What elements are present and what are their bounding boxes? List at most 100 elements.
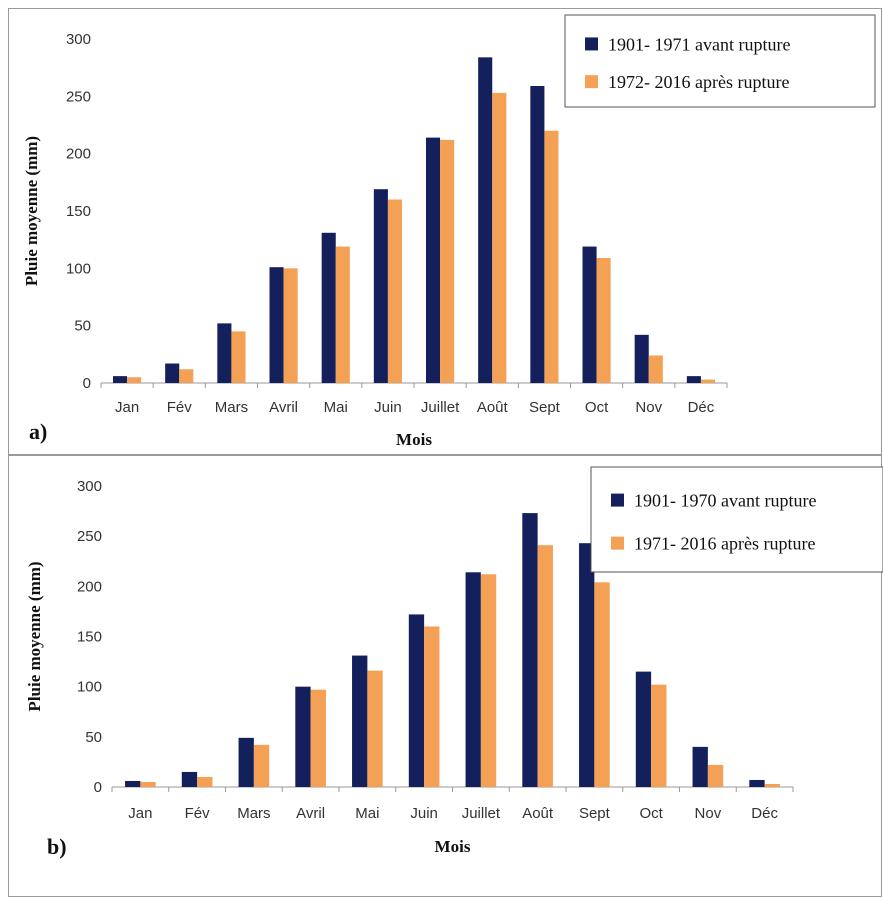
bar-before-11 (749, 779, 765, 787)
bar-before-11 (686, 376, 701, 383)
bar-before-1 (181, 771, 198, 787)
x-tick-label: Fév (185, 805, 211, 822)
y-tick-label: 250 (66, 88, 91, 105)
legend-label-1: 1971- 2016 après rupture (634, 534, 815, 554)
bar-before-9 (582, 246, 597, 383)
bar-after-4 (367, 670, 383, 787)
legend-swatch-0 (611, 493, 624, 507)
bar-before-6 (425, 137, 441, 383)
bar-after-4 (335, 246, 350, 383)
x-tick-label: Juillet (462, 805, 501, 822)
y-tick-label: 0 (83, 375, 91, 392)
bar-before-10 (692, 746, 708, 787)
bar-chart-b: 0 50 100 150 200 250 300 Jan Fév Mars Avril Mai Juin… (25, 466, 883, 859)
legend-label-0: 1901- 1970 avant rupture (634, 491, 816, 511)
legend-box (590, 466, 883, 573)
bar-before-0 (125, 780, 141, 787)
x-axis-title: Mois (396, 430, 432, 449)
y-tick-label: 100 (66, 260, 91, 277)
bar-after-8 (594, 582, 610, 787)
bar-after-11 (764, 783, 780, 787)
bar-before-3 (295, 686, 311, 787)
x-tick-label: Oct (639, 805, 663, 822)
bar-after-8 (544, 130, 559, 383)
y-tick-label: 0 (94, 779, 102, 796)
bar-before-4 (321, 232, 336, 383)
x-tick-label: Jan (115, 399, 139, 416)
x-tick-label: Août (477, 399, 509, 416)
x-tick-label: Fév (167, 399, 193, 416)
bar-after-9 (651, 684, 667, 787)
bar-after-3 (310, 689, 326, 787)
x-tick-label: Mai (324, 399, 348, 416)
bar-before-8 (530, 86, 545, 383)
bar-after-0 (127, 377, 142, 383)
y-axis-title: Pluie moyenne (mm) (22, 136, 41, 286)
bar-before-7 (478, 57, 493, 383)
bar-after-2 (231, 331, 246, 383)
x-tick-label: Mars (215, 399, 248, 416)
bar-before-2 (217, 323, 232, 383)
bar-after-9 (596, 258, 611, 383)
bar-before-10 (634, 334, 649, 383)
legend-swatch-1 (611, 536, 624, 550)
x-tick-label: Oct (585, 399, 609, 416)
legend-box (564, 14, 876, 108)
bar-before-6 (465, 572, 481, 787)
chart-panel-a: 0 50 100 150 200 250 300 Jan Fév Mars Avril Mai Juin… (8, 8, 882, 455)
panel-label: b) (47, 834, 67, 859)
bar-after-1 (197, 776, 213, 787)
legend-swatch-1 (585, 75, 598, 89)
bar-after-6 (440, 139, 455, 383)
x-tick-label: Sept (579, 805, 611, 822)
bar-after-10 (707, 764, 724, 787)
bar-chart-a: 0 50 100 150 200 250 300 Jan Fév Mars Avril Mai Juin… (22, 14, 876, 449)
x-tick-label: Sept (529, 399, 561, 416)
x-tick-label: Juin (374, 399, 402, 416)
y-tick-label: 200 (77, 578, 102, 595)
y-tick-label: 150 (77, 629, 102, 646)
y-tick-label: 300 (66, 31, 91, 48)
bar-after-7 (492, 92, 507, 383)
legend-swatch-0 (585, 37, 598, 51)
y-tick-label: 200 (66, 146, 91, 163)
y-tick-label: 50 (74, 318, 91, 335)
y-tick-label: 50 (85, 729, 102, 746)
legend-label-1: 1972- 2016 après rupture (608, 72, 789, 92)
bar-before-5 (408, 614, 425, 787)
x-tick-label: Jan (128, 805, 152, 822)
y-tick-label: 250 (77, 528, 102, 545)
y-tick-label: 150 (66, 203, 91, 220)
chart-panel-b: 0 50 100 150 200 250 300 Jan Fév Mars Avril Mai Juin… (8, 455, 883, 897)
bar-before-7 (522, 513, 538, 787)
x-tick-label: Juillet (421, 399, 460, 416)
bar-after-1 (179, 369, 194, 383)
bar-before-3 (269, 267, 284, 383)
bar-before-8 (579, 543, 595, 787)
bar-after-11 (700, 379, 716, 383)
bar-after-5 (387, 199, 403, 383)
x-tick-label: Nov (635, 399, 662, 416)
bar-before-4 (352, 655, 368, 787)
bar-before-2 (238, 737, 254, 787)
bar-after-7 (537, 545, 553, 787)
bar-after-0 (140, 781, 156, 787)
x-tick-label: Mai (355, 805, 379, 822)
x-axis-title: Mois (435, 837, 471, 856)
y-tick-label: 300 (77, 478, 102, 495)
bar-after-3 (283, 268, 298, 383)
bar-after-10 (648, 355, 663, 383)
x-tick-label: Août (522, 805, 554, 822)
x-tick-label: Déc (688, 399, 715, 416)
bar-before-5 (373, 189, 388, 383)
x-tick-label: Déc (751, 805, 778, 822)
y-tick-label: 100 (77, 679, 102, 696)
bar-before-1 (165, 363, 180, 383)
x-tick-label: Avril (296, 805, 325, 822)
panel-label: a) (29, 419, 47, 444)
x-tick-label: Avril (269, 399, 298, 416)
bar-after-5 (424, 626, 440, 787)
bar-after-6 (480, 574, 497, 787)
legend-label-0: 1901- 1971 avant rupture (608, 34, 790, 54)
y-axis-title: Pluie moyenne (mm) (25, 561, 44, 711)
